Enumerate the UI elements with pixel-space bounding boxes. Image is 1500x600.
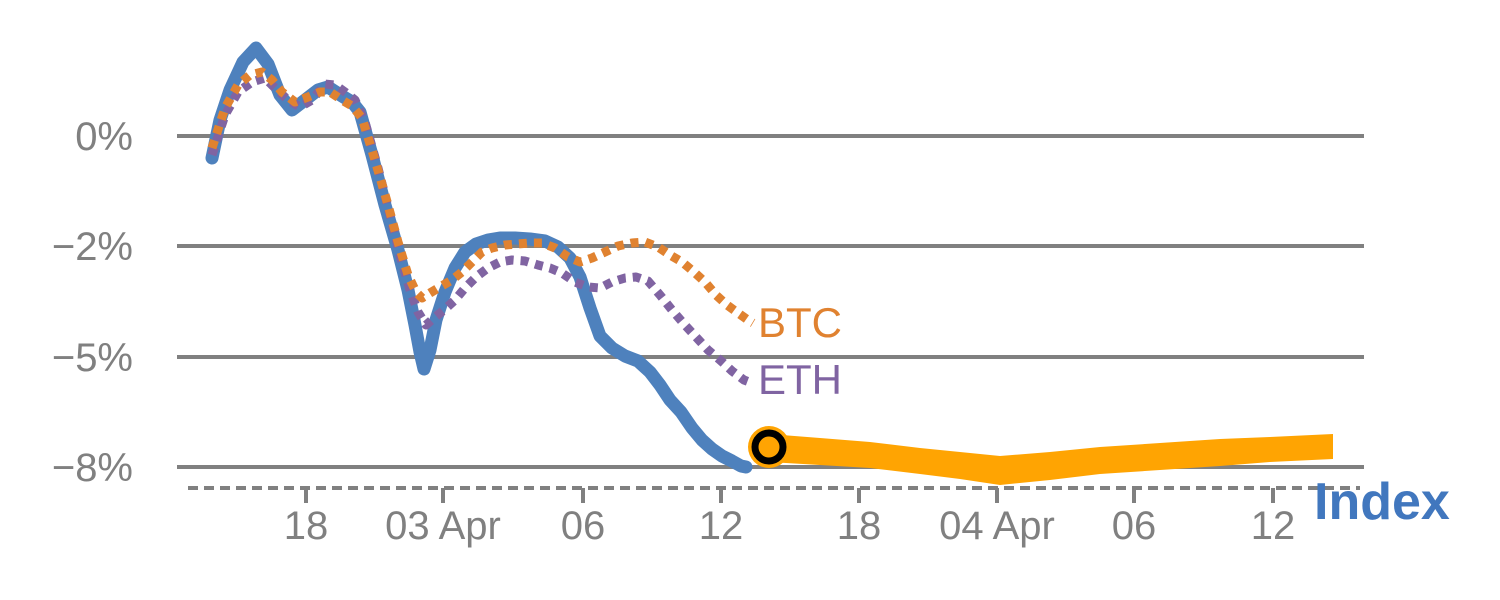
y-tick-label: −5% (52, 336, 133, 380)
x-tick-label: 04 Apr (939, 504, 1055, 548)
current-value-marker-ring (751, 429, 787, 465)
series-label-eth: ETH (758, 356, 842, 403)
x-tick-label: 18 (837, 504, 882, 548)
series-label-index: Index (1314, 473, 1450, 531)
x-tick-label: 03 Apr (385, 504, 501, 548)
x-tick-label: 18 (284, 504, 329, 548)
current-value-marker-core (759, 437, 779, 457)
series-line-eth (207, 73, 754, 388)
x-tick-label: 12 (699, 504, 744, 548)
x-tick-label: 06 (1112, 504, 1157, 548)
x-tick-label: 06 (561, 504, 606, 548)
series-line-btc (207, 67, 756, 327)
y-tick-label: −2% (52, 225, 133, 269)
x-tick-label: 12 (1251, 504, 1296, 548)
y-tick-label: 0% (75, 115, 133, 159)
index-forecast-band (769, 434, 1333, 485)
series-label-btc: BTC (758, 299, 842, 346)
y-tick-label: −8% (52, 446, 133, 490)
